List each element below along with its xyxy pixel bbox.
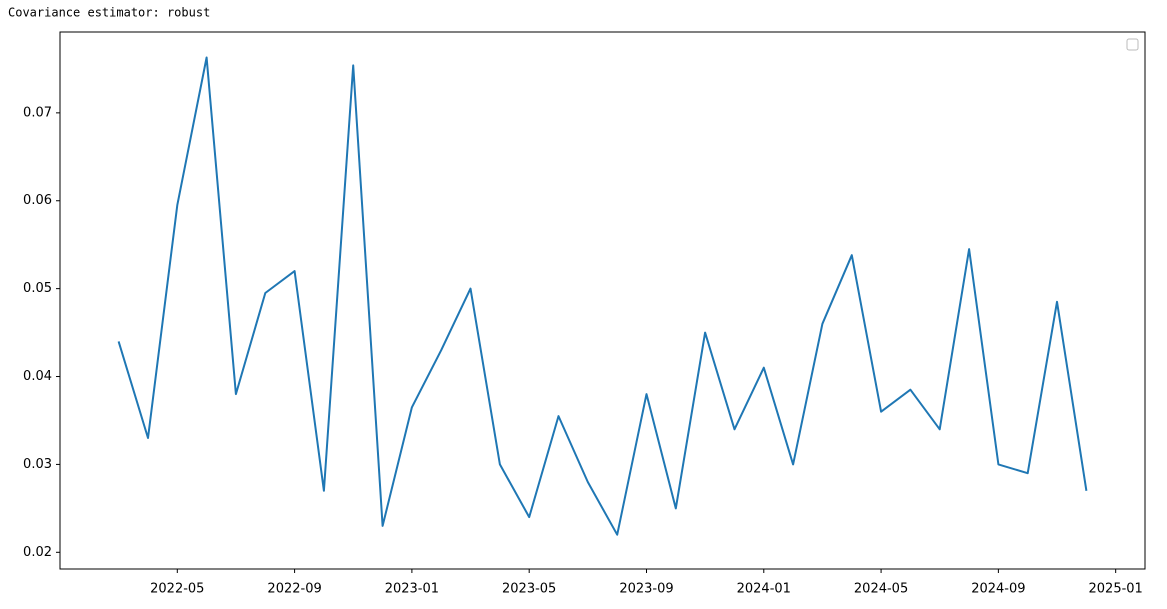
plot-frame [59, 31, 1146, 570]
data-line [117, 56, 1088, 536]
y-tick-label: 0.03 [23, 457, 52, 472]
x-tick-label: 2024-09 [971, 582, 1025, 597]
y-tick-label: 0.06 [23, 193, 52, 208]
x-tick-label: 2022-09 [267, 582, 321, 597]
y-tick-label: 0.02 [23, 545, 52, 560]
x-tick-label: 2025-01 [1089, 582, 1143, 597]
x-tick-label: 2022-05 [150, 582, 204, 597]
x-tick-label: 2023-05 [502, 582, 556, 597]
x-tick-label: 2023-01 [385, 582, 439, 597]
x-tick-label: 2023-09 [619, 582, 673, 597]
y-tick-label: 0.05 [23, 281, 52, 296]
y-tick-label: 0.04 [23, 369, 52, 384]
x-tick-label: 2024-05 [854, 582, 908, 597]
y-tick-label: 0.07 [23, 105, 52, 120]
x-tick-label: 2024-01 [737, 582, 791, 597]
chart-title: Covariance estimator: robust [8, 6, 210, 20]
legend-box [1126, 38, 1139, 51]
